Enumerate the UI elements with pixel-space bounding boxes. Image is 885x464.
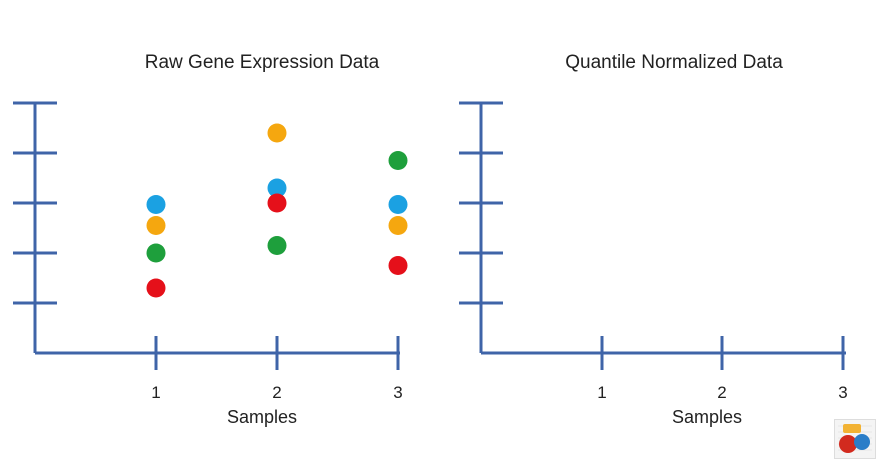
normalized-data-chart: Quantile Normalized Data 1 2 3 Samples bbox=[459, 52, 848, 427]
axes bbox=[479, 103, 846, 355]
data-point bbox=[388, 216, 408, 235]
x-tick-label: 1 bbox=[151, 383, 160, 402]
logo-icon bbox=[835, 420, 875, 458]
x-axis-label: Samples bbox=[672, 407, 742, 427]
data-point bbox=[146, 216, 166, 235]
data-point bbox=[267, 178, 287, 198]
x-tick-labels: 1 2 3 bbox=[597, 383, 847, 402]
x-axis-label: Samples bbox=[227, 407, 297, 427]
data-point bbox=[388, 256, 408, 275]
x-tick-label: 2 bbox=[272, 383, 281, 402]
data-point bbox=[146, 195, 166, 214]
ticks bbox=[459, 101, 845, 370]
x-tick-label: 3 bbox=[838, 383, 847, 402]
data-point bbox=[146, 243, 166, 263]
x-tick-labels: 1 2 3 bbox=[151, 383, 402, 402]
data-point bbox=[267, 123, 287, 143]
axes bbox=[33, 103, 400, 355]
ticks bbox=[13, 101, 400, 370]
data-point bbox=[388, 195, 408, 214]
data-points bbox=[146, 123, 408, 298]
channel-logo bbox=[834, 419, 876, 459]
x-tick-label: 2 bbox=[717, 383, 726, 402]
x-tick-label: 3 bbox=[393, 383, 402, 402]
chart-title: Raw Gene Expression Data bbox=[145, 52, 380, 73]
chart-title: Quantile Normalized Data bbox=[565, 52, 783, 73]
data-point bbox=[388, 151, 408, 170]
data-point bbox=[267, 236, 287, 255]
raw-data-chart: Raw Gene Expression Data 1 2 3 Samples bbox=[13, 52, 408, 427]
x-tick-label: 1 bbox=[597, 383, 606, 402]
data-point bbox=[267, 193, 287, 213]
data-point bbox=[146, 278, 166, 298]
